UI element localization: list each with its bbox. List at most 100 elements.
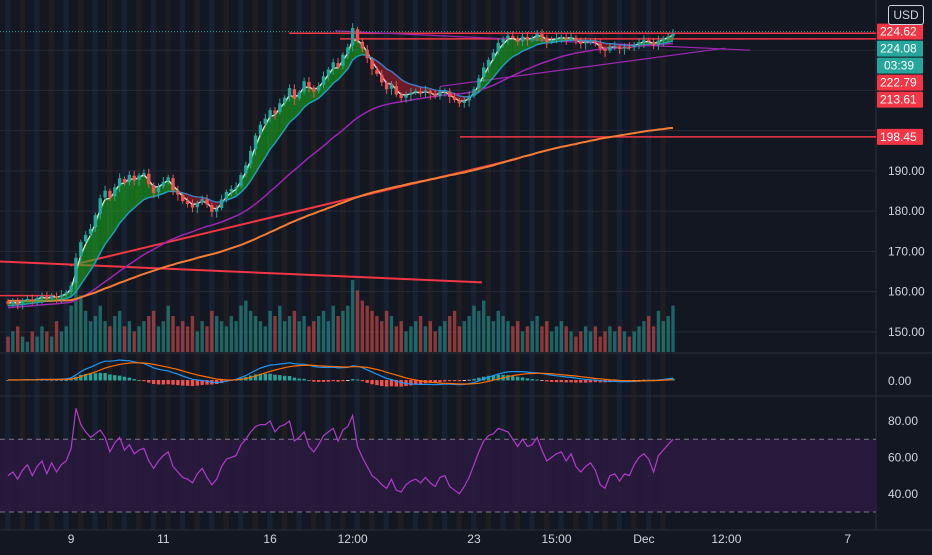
candle-body[interactable]: [98, 198, 102, 214]
candle-body[interactable]: [511, 36, 515, 38]
candle-body[interactable]: [215, 209, 219, 212]
candle-body[interactable]: [622, 46, 627, 49]
candle-body[interactable]: [647, 40, 651, 42]
candle-body[interactable]: [321, 76, 326, 85]
candle-body[interactable]: [588, 40, 593, 43]
candle-body[interactable]: [409, 92, 413, 95]
candle-body[interactable]: [433, 94, 437, 97]
candle-body[interactable]: [205, 199, 209, 205]
candle-body[interactable]: [88, 228, 93, 235]
candle-body[interactable]: [617, 46, 622, 49]
candle-body[interactable]: [443, 90, 447, 92]
candle-body[interactable]: [574, 37, 578, 41]
candle-body[interactable]: [481, 67, 486, 78]
candle-body[interactable]: [20, 300, 25, 304]
candle-body[interactable]: [331, 62, 335, 69]
time-axis[interactable]: 9 11 16 12:00 23 15:00 Dec 12:00 7: [68, 532, 852, 546]
candle-body[interactable]: [292, 89, 297, 99]
candle-body[interactable]: [137, 175, 141, 180]
candle-body[interactable]: [258, 124, 263, 135]
candle-body[interactable]: [627, 46, 632, 48]
candle-body[interactable]: [346, 47, 350, 54]
candle-body[interactable]: [651, 41, 656, 46]
candle-body[interactable]: [360, 41, 365, 49]
candle-body[interactable]: [613, 46, 617, 48]
currency-button[interactable]: USD: [888, 5, 924, 25]
candle-body[interactable]: [515, 38, 520, 42]
candle-body[interactable]: [122, 178, 127, 183]
candle-body[interactable]: [428, 90, 432, 94]
candle-body[interactable]: [593, 41, 598, 43]
price-badge[interactable]: [877, 91, 923, 108]
candle-body[interactable]: [380, 74, 384, 83]
candle-body[interactable]: [467, 96, 471, 101]
rsi-pane[interactable]: [0, 408, 876, 513]
candle-body[interactable]: [399, 94, 403, 99]
candle-body[interactable]: [49, 295, 54, 299]
candle-body[interactable]: [608, 46, 612, 51]
candle-body[interactable]: [423, 90, 428, 93]
candle-body[interactable]: [501, 38, 505, 43]
candle-body[interactable]: [278, 103, 282, 113]
candle-body[interactable]: [132, 175, 136, 181]
candle-body[interactable]: [642, 40, 646, 43]
candle-body[interactable]: [171, 178, 175, 191]
candle-body[interactable]: [559, 36, 564, 39]
candle-body[interactable]: [365, 49, 369, 59]
candle-body[interactable]: [127, 174, 132, 183]
candle-body[interactable]: [520, 36, 525, 42]
candle-body[interactable]: [25, 298, 30, 301]
candle-body[interactable]: [244, 165, 248, 174]
candle-body[interactable]: [229, 189, 233, 192]
candle-body[interactable]: [438, 91, 442, 97]
candle-body[interactable]: [239, 174, 243, 186]
candle-body[interactable]: [477, 78, 481, 89]
candle-body[interactable]: [583, 42, 588, 44]
candle-body[interactable]: [661, 38, 665, 41]
candle-body[interactable]: [350, 28, 355, 46]
candle-body[interactable]: [418, 91, 423, 94]
candle-body[interactable]: [297, 92, 301, 99]
candle-body[interactable]: [195, 203, 200, 208]
candle-body[interactable]: [117, 178, 122, 187]
candle-body[interactable]: [549, 40, 554, 42]
candle-body[interactable]: [210, 205, 214, 212]
candle-body[interactable]: [142, 172, 146, 175]
candle-body[interactable]: [637, 42, 641, 45]
candle-body[interactable]: [253, 135, 258, 150]
candle-body[interactable]: [69, 285, 73, 293]
candle-body[interactable]: [656, 40, 661, 45]
candle-body[interactable]: [151, 185, 156, 194]
candle-body[interactable]: [448, 91, 452, 97]
candle-body[interactable]: [564, 37, 568, 39]
candle-body[interactable]: [156, 187, 161, 193]
candle-body[interactable]: [312, 87, 316, 92]
candle-body[interactable]: [45, 296, 49, 300]
candle-body[interactable]: [161, 181, 166, 187]
candle-body[interactable]: [569, 37, 573, 39]
candle-body[interactable]: [632, 44, 636, 48]
candle-body[interactable]: [234, 187, 238, 189]
candle-body[interactable]: [603, 48, 607, 51]
candle-body[interactable]: [273, 110, 277, 114]
candle-body[interactable]: [79, 242, 83, 257]
candle-body[interactable]: [54, 296, 59, 299]
price-badge[interactable]: [877, 74, 923, 91]
candle-body[interactable]: [108, 191, 112, 198]
candle-body[interactable]: [671, 33, 675, 37]
candle-body[interactable]: [249, 150, 253, 164]
candle-body[interactable]: [74, 257, 78, 283]
candle-body[interactable]: [326, 69, 331, 76]
candle-body[interactable]: [389, 84, 394, 89]
candle-body[interactable]: [394, 86, 399, 95]
candle-body[interactable]: [579, 41, 583, 44]
candlesticks[interactable]: [6, 23, 675, 310]
candle-body[interactable]: [263, 118, 267, 124]
candle-body[interactable]: [598, 43, 602, 49]
price-badge[interactable]: [877, 40, 923, 57]
candle-body[interactable]: [341, 54, 345, 66]
candle-body[interactable]: [316, 86, 321, 91]
candle-body[interactable]: [6, 301, 10, 304]
candle-body[interactable]: [545, 37, 549, 43]
candle-body[interactable]: [462, 100, 466, 103]
